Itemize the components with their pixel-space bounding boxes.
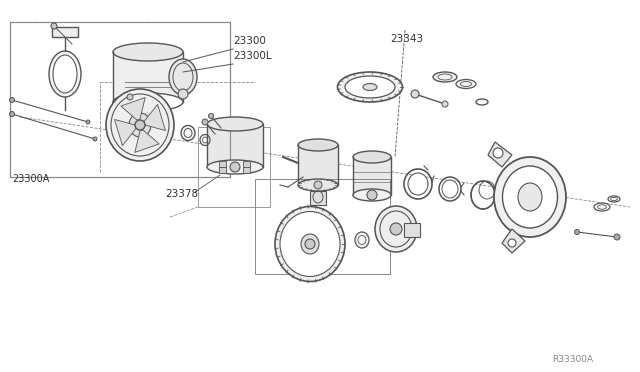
Ellipse shape	[298, 139, 338, 151]
Polygon shape	[115, 119, 136, 145]
Circle shape	[135, 120, 145, 130]
Ellipse shape	[353, 189, 391, 201]
Text: R33300A: R33300A	[552, 355, 593, 364]
Bar	[113, 52, 183, 102]
Bar	[10, 22, 230, 177]
Bar	[219, 167, 226, 173]
Ellipse shape	[456, 80, 476, 89]
Circle shape	[178, 89, 188, 99]
Polygon shape	[488, 142, 512, 167]
Circle shape	[202, 119, 208, 125]
Ellipse shape	[275, 206, 345, 282]
Ellipse shape	[442, 180, 458, 198]
Circle shape	[575, 230, 579, 234]
Circle shape	[411, 90, 419, 98]
Circle shape	[614, 234, 620, 240]
Text: 23300L: 23300L	[233, 51, 271, 61]
Ellipse shape	[518, 183, 542, 211]
Ellipse shape	[280, 212, 340, 276]
Circle shape	[51, 23, 57, 29]
Ellipse shape	[106, 89, 174, 161]
Ellipse shape	[608, 196, 620, 202]
Bar	[353, 157, 391, 195]
Circle shape	[86, 120, 90, 124]
Circle shape	[10, 97, 15, 103]
Ellipse shape	[200, 135, 210, 145]
Ellipse shape	[502, 166, 557, 228]
Circle shape	[230, 162, 240, 172]
Bar	[207, 124, 263, 167]
Ellipse shape	[169, 59, 197, 95]
Ellipse shape	[207, 160, 263, 174]
Ellipse shape	[129, 113, 151, 137]
Ellipse shape	[353, 151, 391, 163]
Bar	[243, 167, 250, 173]
Bar	[198, 127, 270, 207]
Ellipse shape	[377, 231, 387, 241]
Ellipse shape	[375, 206, 417, 252]
Ellipse shape	[53, 55, 77, 93]
Ellipse shape	[433, 72, 457, 82]
Ellipse shape	[594, 203, 610, 211]
Ellipse shape	[494, 157, 566, 237]
Ellipse shape	[181, 125, 195, 141]
Bar	[298, 145, 338, 185]
Circle shape	[314, 181, 322, 189]
Polygon shape	[121, 97, 145, 120]
Circle shape	[127, 94, 133, 100]
Bar	[243, 161, 250, 167]
Ellipse shape	[49, 51, 81, 97]
Ellipse shape	[298, 179, 338, 191]
Ellipse shape	[337, 72, 403, 102]
Ellipse shape	[408, 173, 428, 195]
Ellipse shape	[113, 43, 183, 61]
Text: 23300A: 23300A	[12, 174, 49, 184]
Bar	[310, 191, 326, 205]
Ellipse shape	[207, 117, 263, 131]
Text: 23300: 23300	[233, 36, 266, 46]
Circle shape	[390, 223, 402, 235]
Circle shape	[209, 113, 214, 119]
Ellipse shape	[345, 76, 395, 98]
Circle shape	[508, 239, 516, 247]
Ellipse shape	[113, 93, 183, 111]
Bar	[404, 223, 420, 237]
Bar	[219, 161, 226, 167]
Circle shape	[442, 101, 448, 107]
Circle shape	[93, 137, 97, 141]
Polygon shape	[502, 229, 525, 253]
Circle shape	[305, 239, 315, 249]
Bar	[52, 27, 78, 37]
Ellipse shape	[355, 232, 369, 248]
Circle shape	[10, 112, 15, 116]
Polygon shape	[144, 105, 166, 131]
Ellipse shape	[301, 234, 319, 254]
Bar	[255, 179, 390, 274]
Circle shape	[493, 148, 503, 158]
Text: 23378: 23378	[165, 189, 198, 199]
Polygon shape	[135, 130, 159, 153]
Ellipse shape	[363, 83, 377, 90]
Circle shape	[367, 190, 377, 200]
Text: 23343: 23343	[390, 34, 423, 44]
